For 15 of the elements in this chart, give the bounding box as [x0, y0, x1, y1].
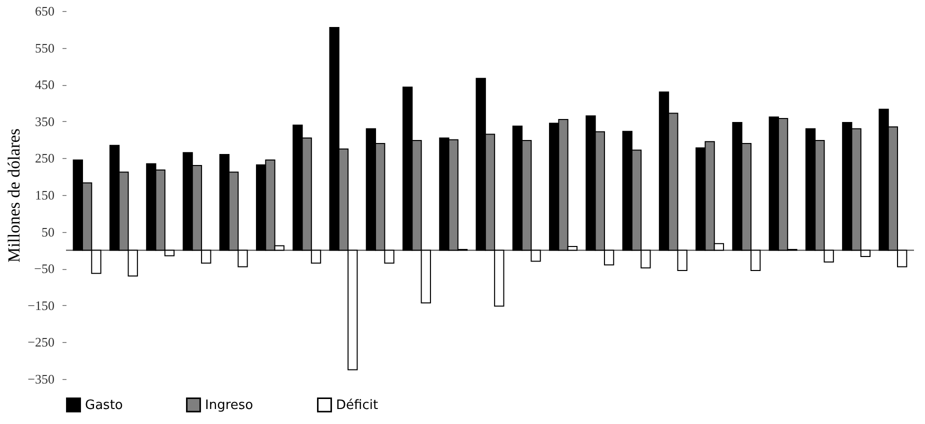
y-tick-label: 650 — [35, 4, 54, 18]
y-tick-label: −150 — [28, 298, 54, 313]
y-tick-label: 350 — [35, 114, 54, 129]
y-tick-label: 150 — [35, 188, 54, 202]
y-tick-label: −250 — [28, 334, 54, 350]
y-tick-label: −350 — [28, 372, 54, 386]
y-tick-label: −50 — [34, 261, 54, 276]
y-tick-label: 50 — [42, 224, 54, 240]
legend-label: Ingreso — [205, 398, 254, 413]
legend-label: Déficit — [336, 398, 378, 413]
y-tick-label: 450 — [35, 77, 54, 92]
legend-label: Gasto — [85, 398, 123, 413]
y-axis-title: Millones de dólares — [4, 128, 24, 263]
y-tick-label: 550 — [35, 40, 54, 56]
y-tick-label: 250 — [35, 150, 54, 166]
